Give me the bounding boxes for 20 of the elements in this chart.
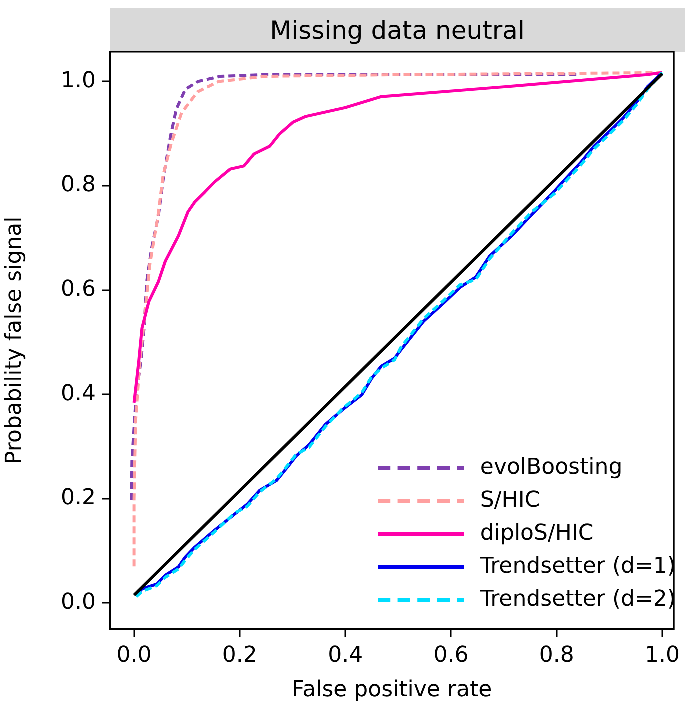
legend-label: S/HIC <box>480 488 540 513</box>
x-tick-label: 0.8 <box>539 643 574 668</box>
x-tick-label: 0.4 <box>328 643 364 668</box>
y-tick-label: 0.4 <box>61 381 96 406</box>
x-tick-label: 1.0 <box>644 643 680 668</box>
y-tick-label: 0.8 <box>61 172 96 198</box>
x-axis-title: False positive rate <box>292 678 492 703</box>
x-tick-label: 0.0 <box>116 643 152 668</box>
y-axis-title: Probability false signal <box>2 216 27 464</box>
x-tick-label: 0.6 <box>434 643 469 668</box>
legend-label: diploS/HIC <box>480 521 594 546</box>
chart-title: Missing data neutral <box>110 8 685 52</box>
y-tick-label: 0.0 <box>61 590 96 615</box>
y-tick-label: 0.6 <box>61 277 96 302</box>
y-tick-label: 1.0 <box>61 68 96 94</box>
legend-label: Trendsetter (d=2) <box>480 587 676 612</box>
legend-label: Trendsetter (d=1) <box>480 554 676 579</box>
x-tick-label: 0.2 <box>222 643 258 668</box>
legend-label: evolBoosting <box>480 455 623 480</box>
y-tick-label: 0.2 <box>61 486 96 511</box>
